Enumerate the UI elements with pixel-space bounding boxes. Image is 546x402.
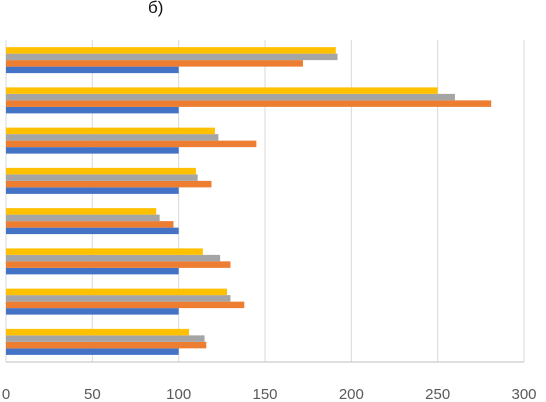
bar-category-7-series-4 xyxy=(6,87,438,94)
x-tick-label: 250 xyxy=(425,386,450,402)
bar-category-2-series-3 xyxy=(6,295,231,302)
bar-category-5-series-1 xyxy=(6,187,179,194)
bar-category-8-series-3 xyxy=(6,53,338,61)
x-tick-label: 300 xyxy=(511,386,536,402)
bar-category-4-series-3 xyxy=(6,214,160,222)
bar-category-6-series-2 xyxy=(6,140,257,148)
bar-category-2-series-1 xyxy=(6,308,179,315)
x-tick-label: 50 xyxy=(84,386,101,402)
bar-category-8-series-2 xyxy=(6,60,303,67)
bar-category-1-series-2 xyxy=(6,341,207,349)
x-tick-label: 200 xyxy=(339,386,364,402)
x-axis: 0 50 100 150 200 250 300 xyxy=(2,361,537,402)
bar-category-1-series-4 xyxy=(6,328,190,336)
bar-category-1-series-3 xyxy=(6,335,205,342)
bar-category-3-series-2 xyxy=(6,261,231,268)
bar-category-7-series-1 xyxy=(6,106,179,114)
bar-category-4-series-1 xyxy=(6,227,179,235)
x-tick-label: 150 xyxy=(252,386,277,402)
panel-label: б) xyxy=(148,0,164,17)
bar-category-5-series-2 xyxy=(6,180,212,188)
bar-category-5-series-4 xyxy=(6,167,196,175)
bars xyxy=(6,47,492,355)
bar-category-3-series-4 xyxy=(6,248,203,255)
x-tick-label: 0 xyxy=(2,386,10,402)
bar-category-2-series-4 xyxy=(6,288,228,296)
bar-category-6-series-1 xyxy=(6,147,179,154)
bar-category-3-series-3 xyxy=(6,254,221,262)
bar-category-7-series-3 xyxy=(6,93,455,101)
bar-category-1-series-1 xyxy=(6,348,179,355)
bar-category-2-series-2 xyxy=(6,301,245,309)
bar-category-4-series-2 xyxy=(6,221,174,228)
bar-category-5-series-3 xyxy=(6,174,198,181)
bar-category-4-series-4 xyxy=(6,208,157,215)
bar-category-7-series-2 xyxy=(6,100,492,107)
bar-category-8-series-4 xyxy=(6,47,336,54)
bar-category-6-series-4 xyxy=(6,127,215,135)
bar-category-3-series-1 xyxy=(6,267,179,275)
bar-category-6-series-3 xyxy=(6,134,219,141)
bar-category-8-series-1 xyxy=(6,66,179,74)
x-tick-label: 100 xyxy=(166,386,191,402)
